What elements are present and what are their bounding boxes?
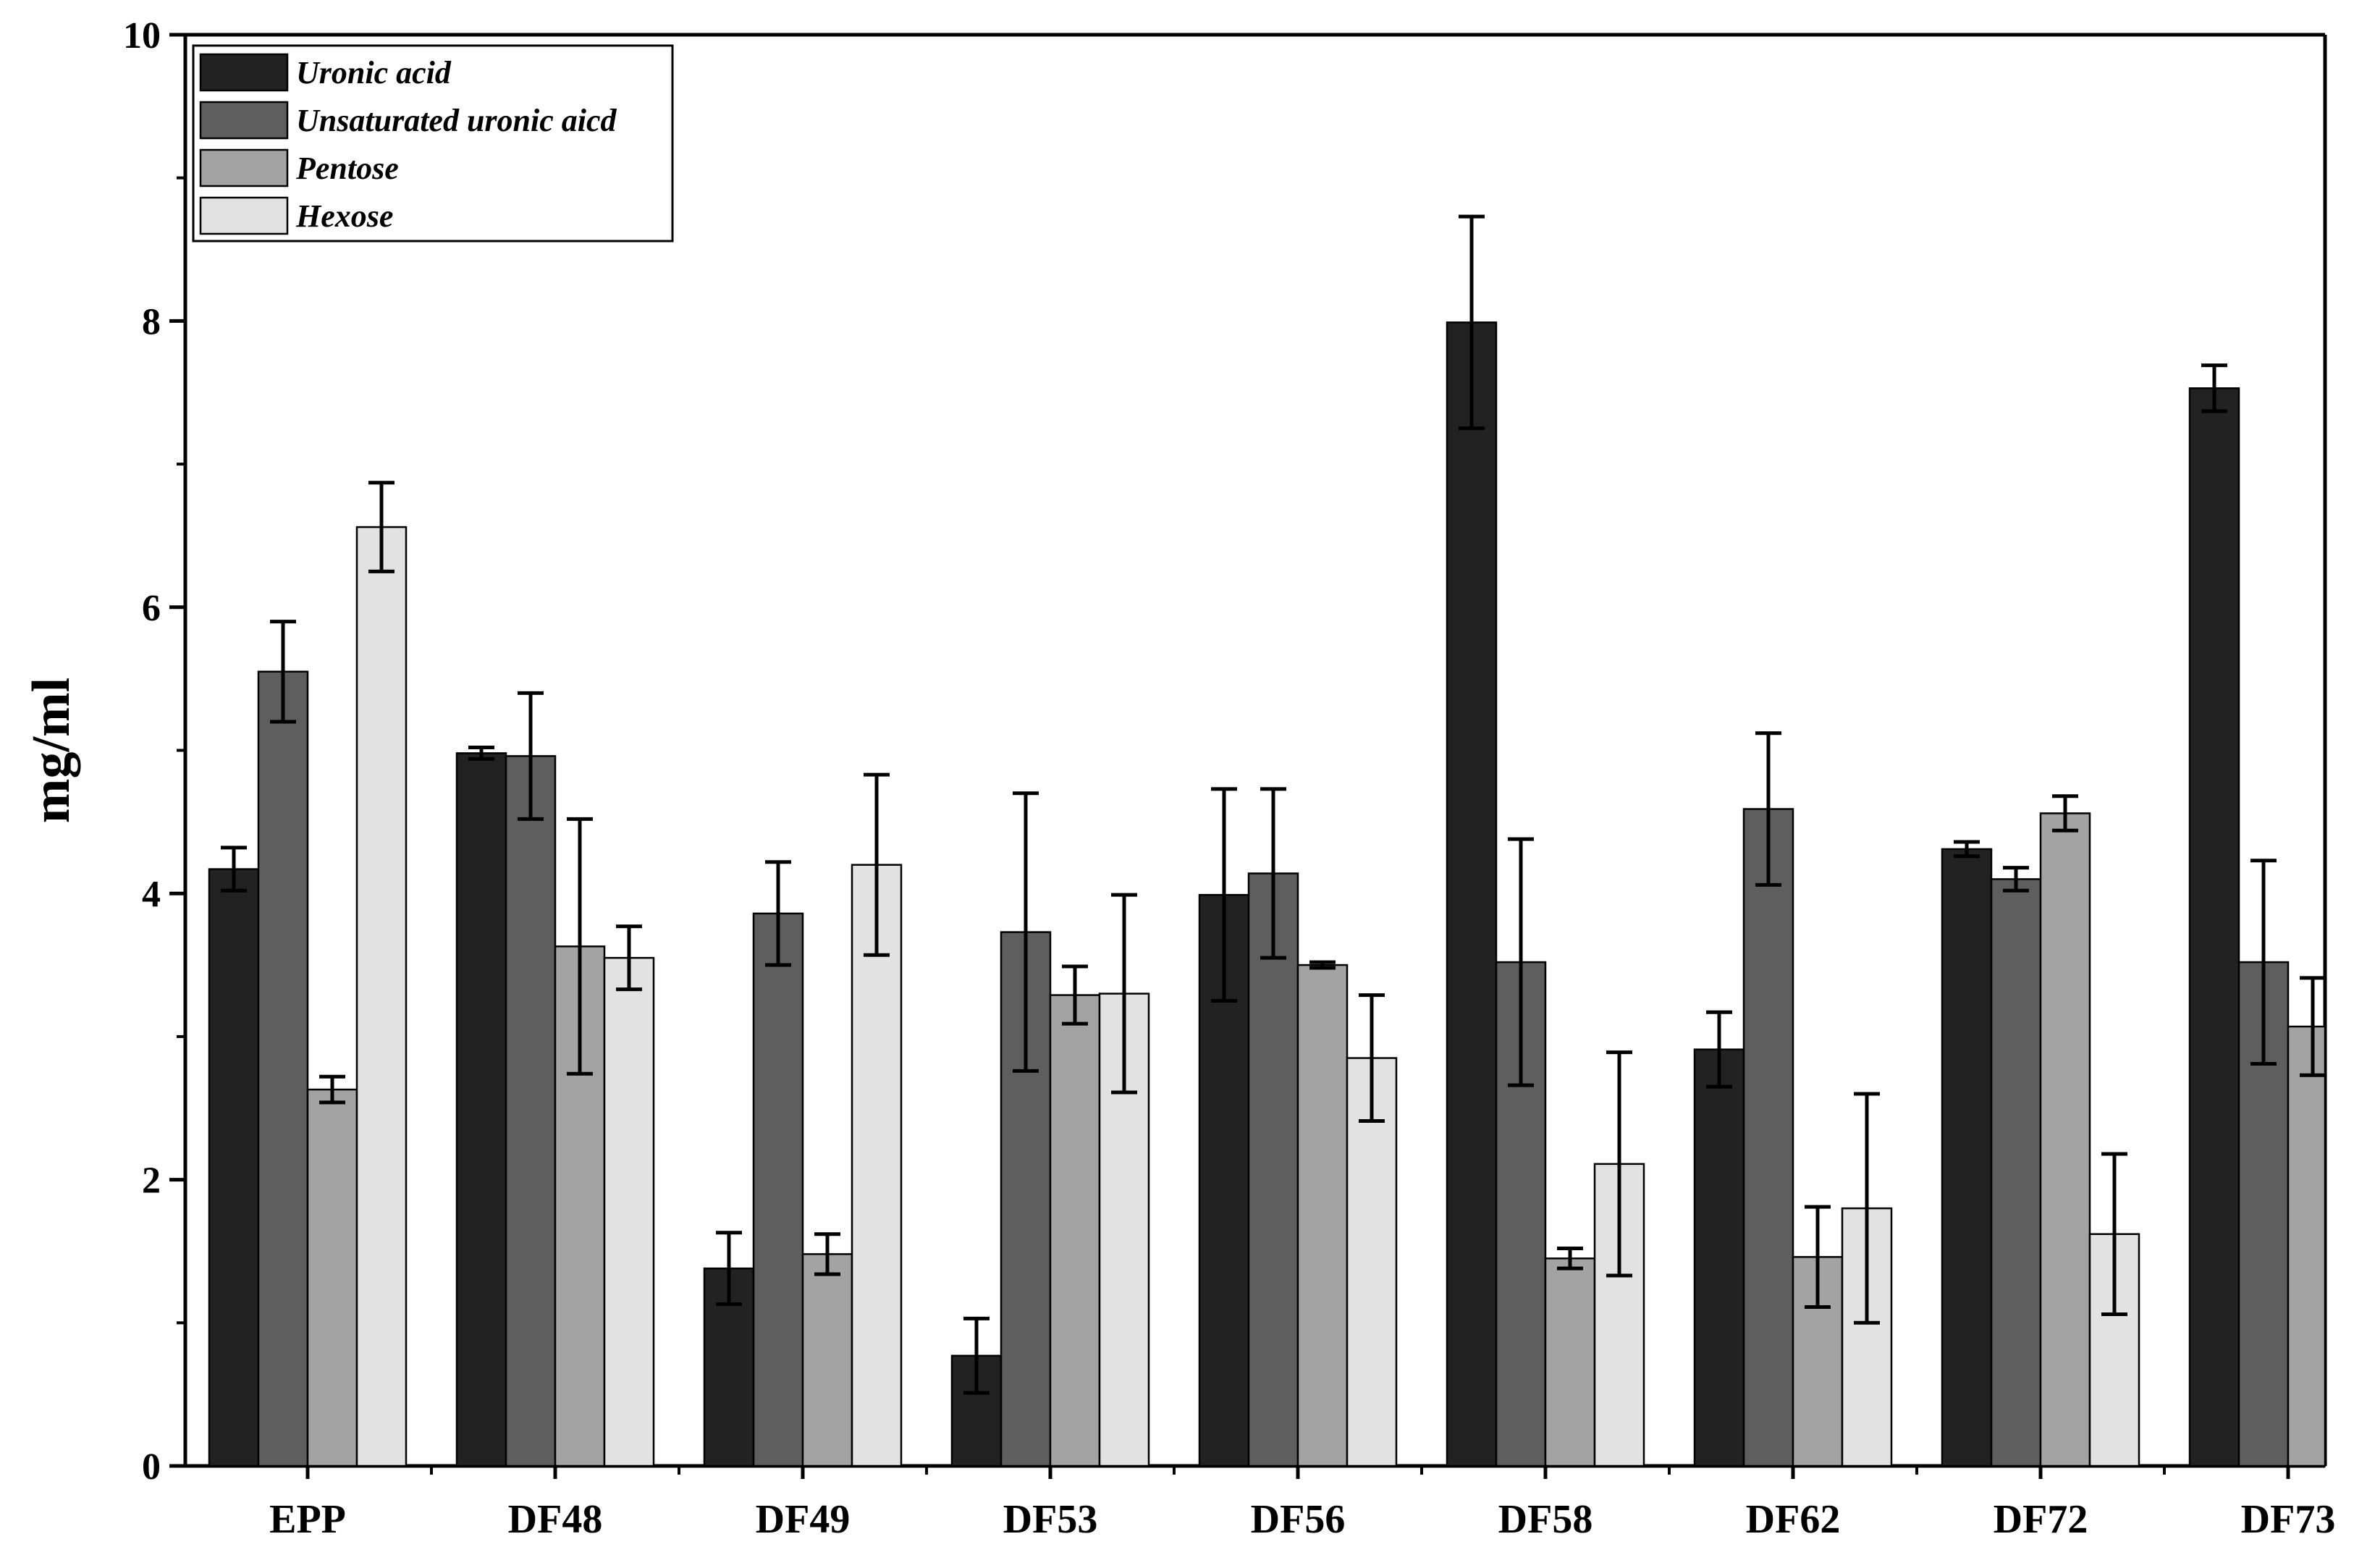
bar xyxy=(801,1253,853,1467)
y-tick-label: 8 xyxy=(142,301,161,342)
plot-area: 0 2 4 6 8 10 mg/ml EPP DF48 DF49 DF53 DF56 DF58 DF62 D… xyxy=(22,15,2335,1542)
y-tick-label: 4 xyxy=(142,874,161,915)
bar xyxy=(2039,812,2091,1467)
bar xyxy=(1296,964,1349,1467)
y-tick-label: 10 xyxy=(123,15,161,56)
x-tick-label: DF56 xyxy=(1251,1497,1346,1542)
bar xyxy=(1049,994,1101,1467)
bar xyxy=(2188,387,2240,1467)
bar xyxy=(851,864,903,1467)
bar xyxy=(1346,1057,1398,1467)
x-tick-label: DF62 xyxy=(1746,1497,1841,1542)
bar xyxy=(1247,872,1299,1467)
x-tick-label: DF49 xyxy=(756,1497,851,1542)
bar xyxy=(1544,1257,1596,1467)
legend-label: Uronic acid xyxy=(296,55,452,90)
bar xyxy=(208,868,260,1467)
legend-label: Unsaturated uronic aicd xyxy=(296,103,617,138)
x-tick-label: DF48 xyxy=(508,1497,603,1542)
bar xyxy=(603,956,655,1467)
y-tick-label: 2 xyxy=(142,1160,161,1202)
x-tick-label: EPP xyxy=(269,1497,346,1542)
legend-swatch xyxy=(199,148,289,187)
x-tick-label: DF73 xyxy=(2241,1497,2336,1542)
bar xyxy=(455,752,507,1467)
bar xyxy=(257,670,309,1467)
bar xyxy=(1446,321,1498,1467)
y-tick-label: 6 xyxy=(142,588,161,629)
bar xyxy=(306,1088,358,1467)
x-tick-label: DF58 xyxy=(1498,1497,1593,1542)
legend-swatch xyxy=(199,53,289,92)
x-tick-label: DF72 xyxy=(1994,1497,2088,1542)
y-tick-label: 0 xyxy=(142,1446,161,1488)
legend: Uronic acid Unsaturated uronic aicd Pentos… xyxy=(192,44,674,243)
bar xyxy=(1693,1048,1745,1467)
bar xyxy=(505,755,557,1467)
x-tick-label: DF53 xyxy=(1003,1497,1098,1542)
bar xyxy=(1941,848,1993,1467)
legend-label: Hexose xyxy=(295,198,393,234)
bar xyxy=(1742,808,1794,1467)
bar xyxy=(2287,1025,2326,1467)
bar xyxy=(355,526,408,1467)
legend-label: Pentose xyxy=(295,151,399,186)
bar xyxy=(1990,878,2042,1467)
legend-swatch xyxy=(199,196,289,235)
legend-swatch xyxy=(199,101,289,140)
y-axis-title: mg/ml xyxy=(22,678,81,823)
bar xyxy=(752,912,804,1467)
